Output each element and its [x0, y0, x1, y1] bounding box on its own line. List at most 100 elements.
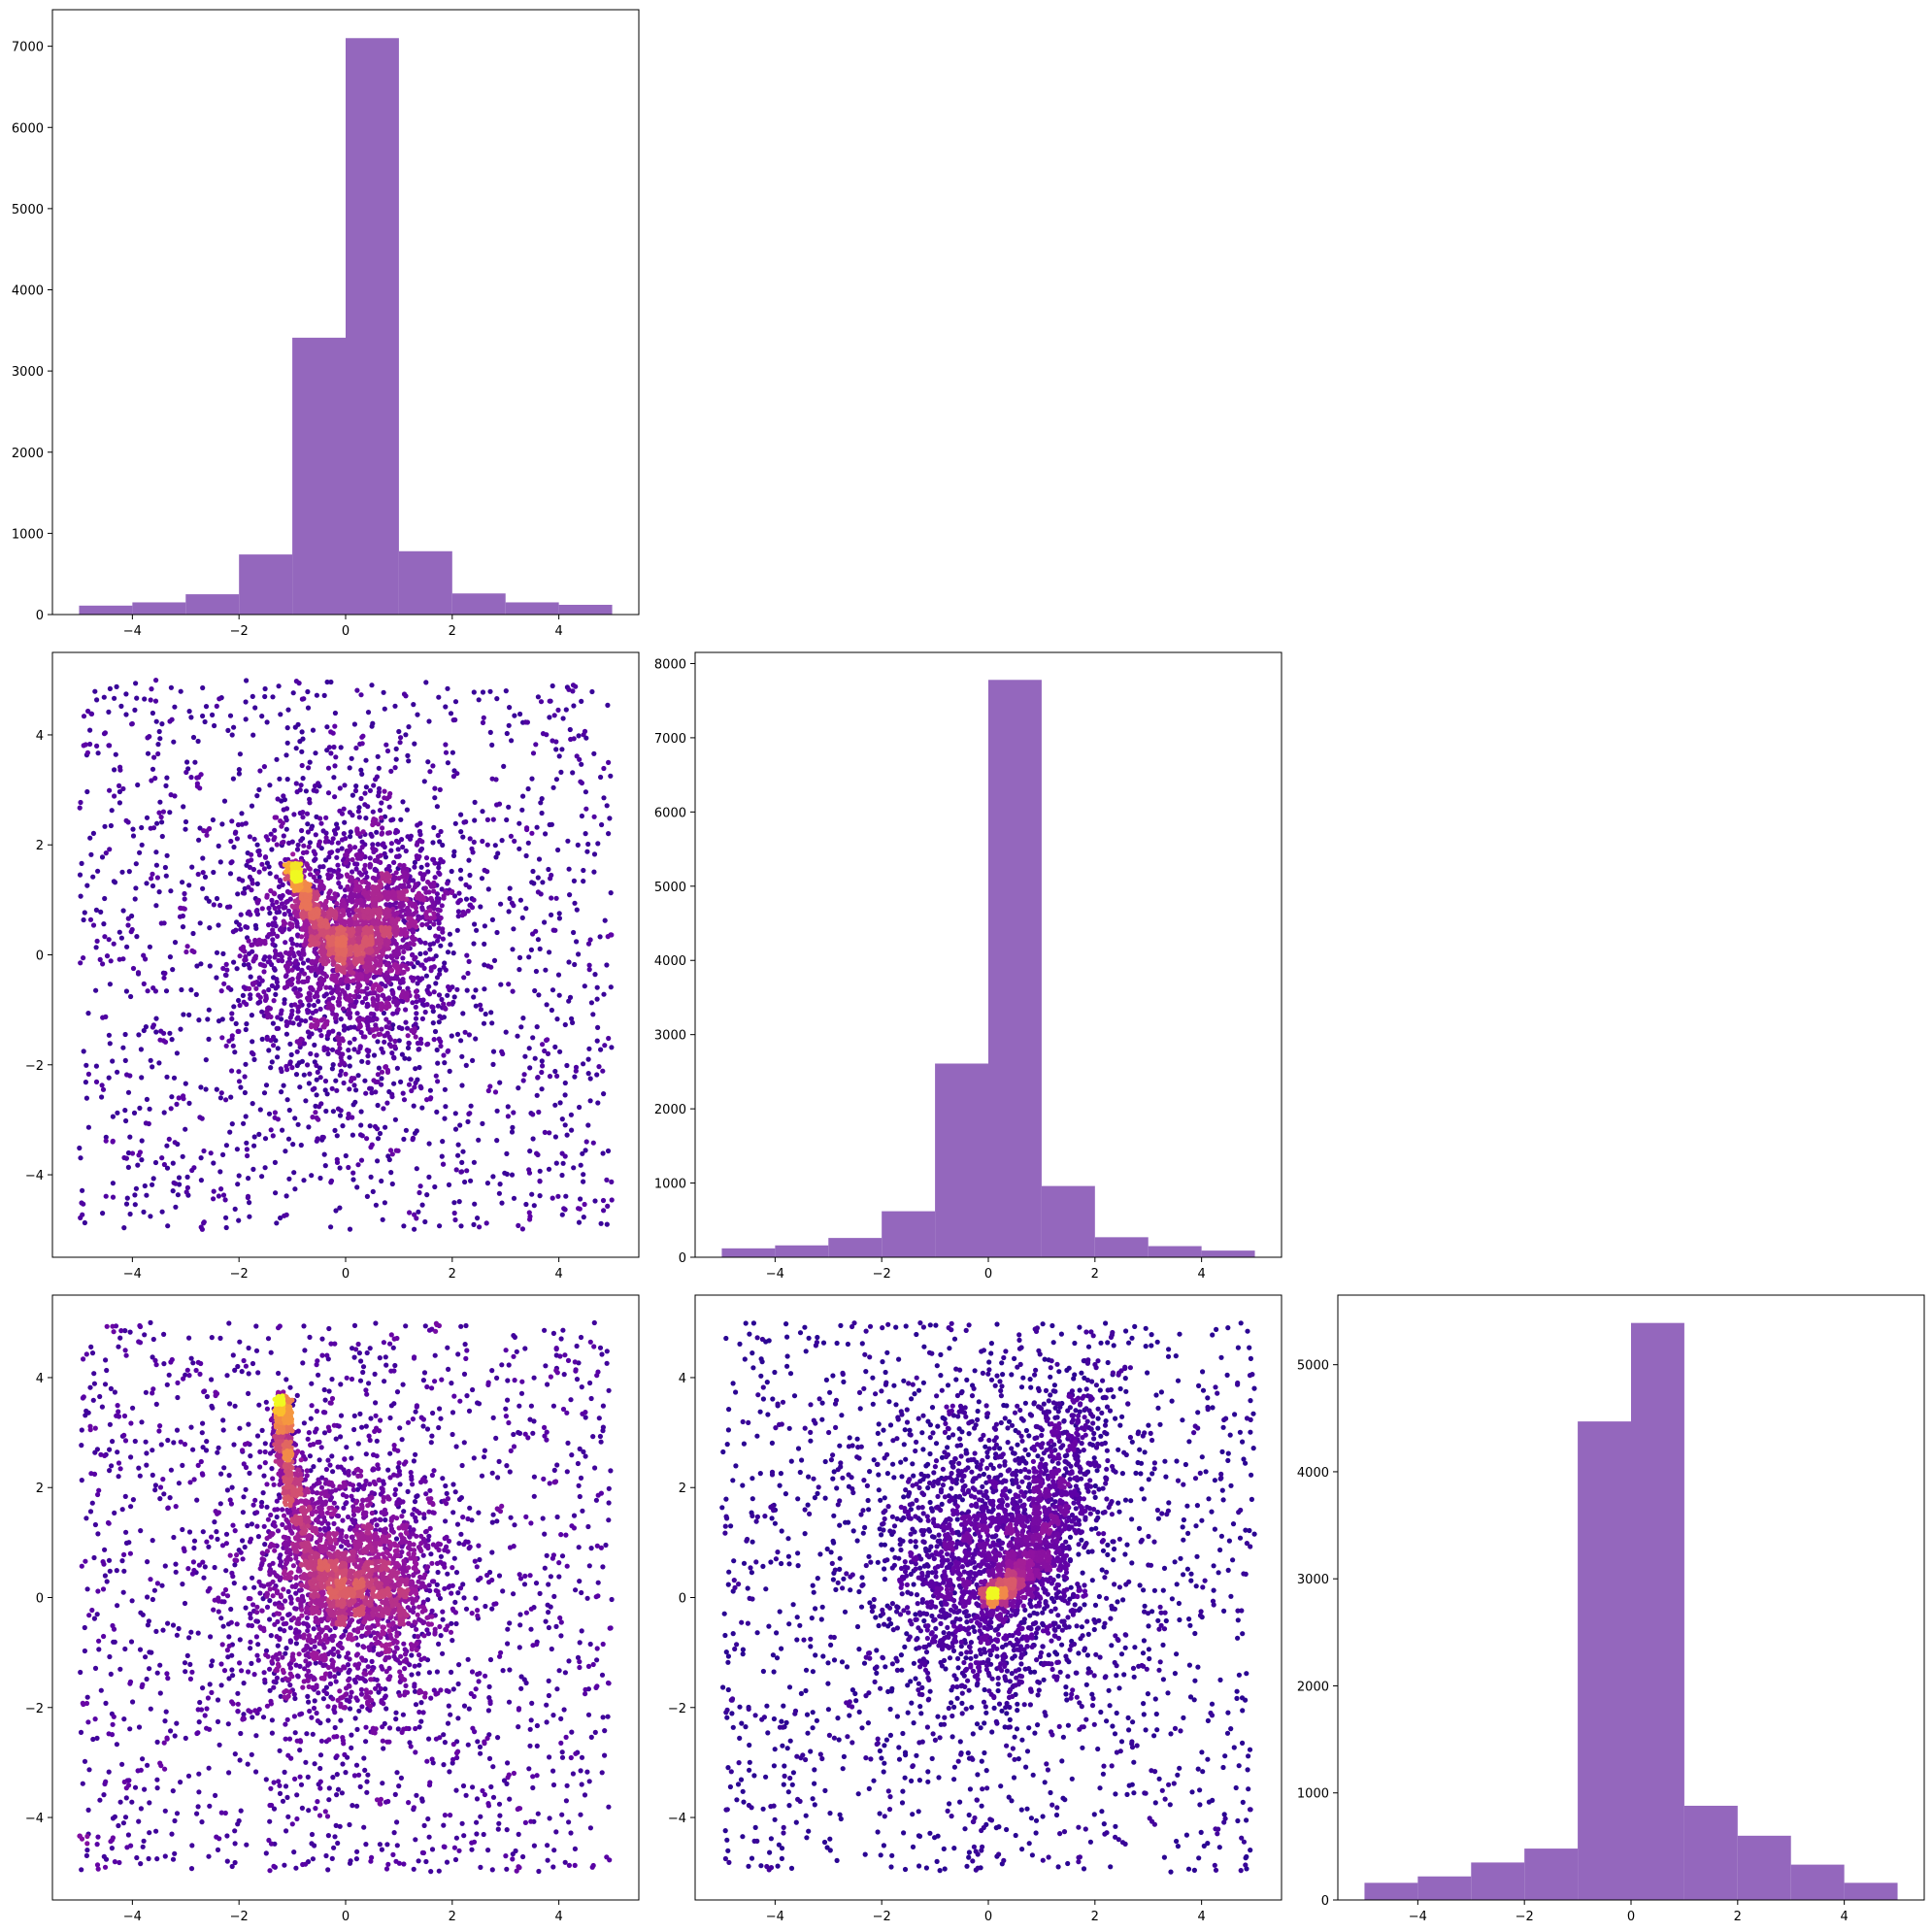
- scatter-point: [158, 815, 164, 820]
- scatter-point: [532, 1055, 538, 1061]
- scatter-point: [323, 984, 329, 990]
- scatter-point: [518, 1024, 524, 1030]
- scatter-point: [588, 1000, 595, 1006]
- scatter-point: [529, 1700, 535, 1706]
- scatter-point: [557, 1049, 563, 1054]
- scatter-point: [351, 1047, 357, 1052]
- histogram-bar: [882, 1211, 936, 1257]
- scatter-point: [507, 885, 513, 891]
- scatter-point: [316, 940, 321, 947]
- histogram-bar: [451, 593, 506, 615]
- scatter-point: [505, 1104, 511, 1110]
- scatter-point: [349, 1745, 354, 1750]
- scatter-point: [376, 937, 382, 943]
- scatter-point: [321, 1151, 327, 1157]
- scatter-point: [391, 938, 397, 944]
- scatter-point: [597, 934, 603, 940]
- scatter-point: [235, 1028, 241, 1034]
- scatter-point: [316, 998, 321, 1004]
- scatter-point: [274, 874, 280, 880]
- scatter-point: [300, 776, 306, 782]
- scatter-point: [296, 681, 302, 686]
- scatter-point: [390, 888, 396, 895]
- scatter-point: [540, 1042, 546, 1048]
- scatter-point: [140, 1844, 146, 1849]
- scatter-point: [168, 1728, 174, 1734]
- scatter-point: [443, 742, 449, 748]
- scatter-point: [153, 1016, 159, 1021]
- scatter-point: [126, 869, 132, 875]
- scatter-point: [377, 915, 383, 920]
- scatter-point: [473, 1003, 479, 1009]
- scatter-point: [316, 984, 322, 990]
- scatter-point: [494, 1138, 500, 1144]
- scatter-point: [150, 1182, 155, 1187]
- scatter-point: [271, 998, 277, 1004]
- scatter-point: [450, 717, 456, 723]
- scatter-point: [597, 1433, 604, 1440]
- scatter-point: [485, 886, 491, 892]
- scatter-point: [150, 1176, 156, 1182]
- scatter-point: [310, 1086, 316, 1092]
- scatter-point: [355, 1162, 361, 1168]
- scatter-point: [362, 1078, 368, 1083]
- scatter-point: [585, 1056, 591, 1062]
- scatter-point: [385, 895, 391, 901]
- scatter-point: [232, 1206, 238, 1212]
- scatter-point: [363, 892, 369, 898]
- scatter-point: [456, 1199, 462, 1205]
- scatter-point: [238, 1084, 244, 1090]
- scatter-point: [565, 1440, 571, 1446]
- scatter-point: [280, 1127, 285, 1133]
- scatter-point: [250, 1039, 255, 1045]
- scatter-point: [382, 706, 387, 712]
- scatter-point: [287, 1041, 293, 1047]
- scatter-point: [425, 869, 431, 875]
- scatter-point: [306, 765, 312, 771]
- scatter-point: [316, 841, 322, 848]
- scatter-point: [421, 965, 427, 972]
- y-tick-label: −2: [25, 1059, 44, 1074]
- scatter-point: [367, 855, 373, 861]
- scatter-point: [436, 861, 442, 867]
- scatter-point: [396, 728, 402, 735]
- scatter-point: [432, 1183, 438, 1190]
- scatter-point: [232, 1367, 238, 1373]
- scatter-point: [430, 1020, 436, 1026]
- scatter-point: [581, 732, 586, 738]
- scatter-point: [440, 842, 446, 849]
- scatter-point: [314, 1115, 319, 1120]
- scatter-point: [262, 954, 268, 960]
- scatter-point: [531, 1203, 537, 1209]
- scatter-point: [435, 1003, 441, 1009]
- histogram-bar: [558, 604, 613, 615]
- scatter-point: [350, 970, 355, 976]
- scatter-point: [396, 1038, 402, 1044]
- scatter-point: [449, 1669, 454, 1675]
- scatter-point: [317, 1175, 323, 1182]
- scatter-point: [144, 1096, 150, 1102]
- scatter-point: [306, 1034, 313, 1040]
- scatter-point: [252, 705, 258, 711]
- scatter-point: [420, 997, 426, 1003]
- scatter-point: [563, 1193, 569, 1199]
- scatter-point: [452, 1599, 458, 1605]
- scatter-point: [509, 1172, 516, 1178]
- scatter-point: [110, 1114, 116, 1119]
- scatter-point: [293, 746, 299, 751]
- scatter-point: [220, 965, 226, 972]
- scatter-point: [171, 1534, 177, 1541]
- scatter-point: [465, 908, 471, 914]
- scatter-point: [583, 806, 589, 812]
- scatter-point: [403, 1019, 409, 1025]
- scatter-point: [516, 1831, 521, 1837]
- scatter-point: [382, 814, 388, 819]
- scatter-point: [283, 963, 289, 969]
- scatter-point: [536, 1868, 542, 1875]
- scatter-point: [545, 1857, 550, 1863]
- scatter-point: [112, 767, 117, 773]
- scatter-point: [350, 1132, 355, 1138]
- scatter-point: [555, 972, 562, 978]
- scatter-point: [417, 848, 423, 853]
- scatter-point: [445, 992, 450, 998]
